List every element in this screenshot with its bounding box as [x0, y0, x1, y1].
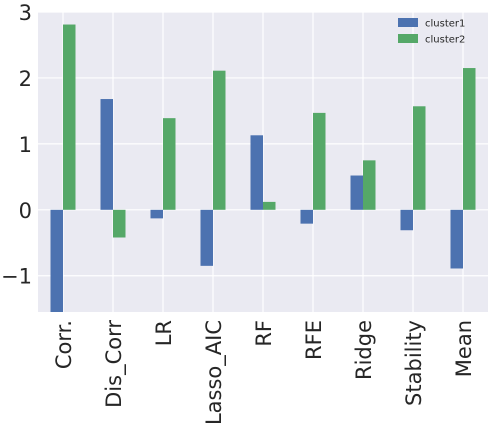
- x-tick-label: RF: [252, 320, 276, 347]
- x-tick-label: Stability: [402, 320, 426, 406]
- y-tick-label: 2: [19, 67, 32, 91]
- legend-swatch-cluster1: [398, 18, 418, 27]
- bar-cluster2-lasso-aic: [213, 70, 226, 210]
- y-tick-label: −1: [1, 265, 32, 289]
- y-axis-ticks: −1 0 1 2 3: [1, 1, 32, 289]
- bar-cluster2-dis-corr: [113, 209, 126, 238]
- bar-cluster1-rf: [250, 135, 263, 210]
- bar-cluster2-stability: [413, 106, 426, 210]
- x-tick-label: LR: [152, 320, 176, 346]
- bar-cluster2-lr: [163, 118, 176, 210]
- bar-cluster2-rfe: [313, 112, 326, 210]
- x-tick-label: RFE: [302, 320, 326, 360]
- bar-cluster1-corr-: [50, 209, 63, 312]
- bar-cluster2-rf: [263, 201, 276, 210]
- bar-cluster1-lasso-aic: [200, 209, 213, 266]
- x-tick-label: Lasso_AIC: [202, 320, 227, 423]
- x-tick-label: Ridge: [352, 320, 376, 380]
- y-tick-label: 1: [19, 133, 32, 157]
- legend-swatch-cluster2: [398, 34, 418, 43]
- bars: [50, 24, 476, 312]
- bar-cluster1-mean: [450, 209, 463, 269]
- bar-cluster2-corr-: [63, 24, 76, 210]
- bar-cluster1-dis-corr: [100, 99, 113, 210]
- x-tick-label: Dis_Corr: [102, 320, 127, 408]
- legend-label-cluster2: cluster2: [425, 35, 465, 46]
- y-tick-label: 0: [19, 199, 32, 223]
- legend-label-cluster1: cluster1: [425, 19, 465, 30]
- bar-cluster2-mean: [463, 68, 476, 210]
- x-axis-ticks: Corr. Dis_Corr LR Lasso_AIC RF RFE Ridge Stabil…: [52, 320, 476, 423]
- x-tick-label: Corr.: [52, 320, 76, 369]
- bar-cluster1-lr: [150, 209, 163, 219]
- bar-cluster1-stability: [400, 209, 413, 231]
- bar-cluster1-rfe: [300, 209, 313, 224]
- y-tick-label: 3: [19, 1, 32, 25]
- bar-cluster2-ridge: [363, 160, 376, 210]
- x-tick-label: Mean: [452, 320, 476, 377]
- bar-cluster1-ridge: [350, 175, 363, 210]
- legend: cluster1 cluster2: [398, 18, 465, 46]
